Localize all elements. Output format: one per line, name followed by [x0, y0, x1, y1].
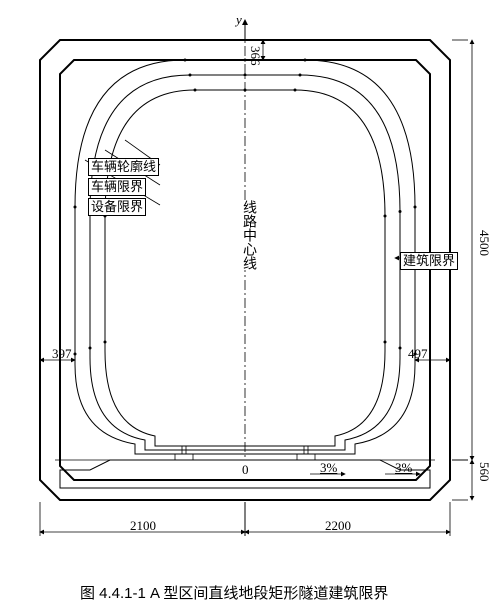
- dim-slope-left: 3%: [320, 460, 337, 476]
- node-dot: [384, 215, 387, 218]
- dim-bottom-left: 2100: [130, 518, 156, 534]
- node-dot: [299, 74, 302, 77]
- node-dot: [399, 347, 402, 350]
- centerline-label: 线路中心线: [238, 200, 258, 270]
- node-dot: [189, 74, 192, 77]
- legend-vehicle-outline: 车辆轮廓线: [88, 158, 159, 176]
- node-dot: [184, 59, 187, 62]
- dim-left-clear: 397: [52, 346, 72, 362]
- dim-bottom-right: 2200: [325, 518, 351, 534]
- dim-origin: 0: [242, 462, 249, 478]
- dim-right-clear: 497: [408, 346, 428, 362]
- node-dot: [399, 210, 402, 213]
- dim-top-gap: 366: [247, 46, 263, 66]
- node-dot: [244, 89, 247, 92]
- dim-slope-right: 3%: [395, 460, 412, 476]
- tunnel-cross-section: [0, 0, 503, 560]
- legend-equipment-gauge: 设备限界: [88, 198, 146, 216]
- node-dot: [294, 89, 297, 92]
- figure-caption: 图 4.4.1-1 A 型区间直线地段矩形隧道建筑限界: [80, 582, 388, 603]
- node-dot: [74, 353, 77, 356]
- node-dot: [304, 59, 307, 62]
- axis-y-label: y: [236, 12, 242, 28]
- node-dot: [194, 89, 197, 92]
- node-dot: [89, 347, 92, 350]
- node-dot: [384, 341, 387, 344]
- dim-right-height: 4500: [476, 230, 492, 256]
- legend-vehicle-gauge: 车辆限界: [88, 178, 146, 196]
- legend-construction-gauge: 建筑限界: [400, 252, 458, 270]
- node-dot: [244, 74, 247, 77]
- dim-ballast-height: 560: [476, 462, 492, 482]
- node-dot: [414, 206, 417, 209]
- node-dot: [74, 206, 77, 209]
- node-dot: [104, 341, 107, 344]
